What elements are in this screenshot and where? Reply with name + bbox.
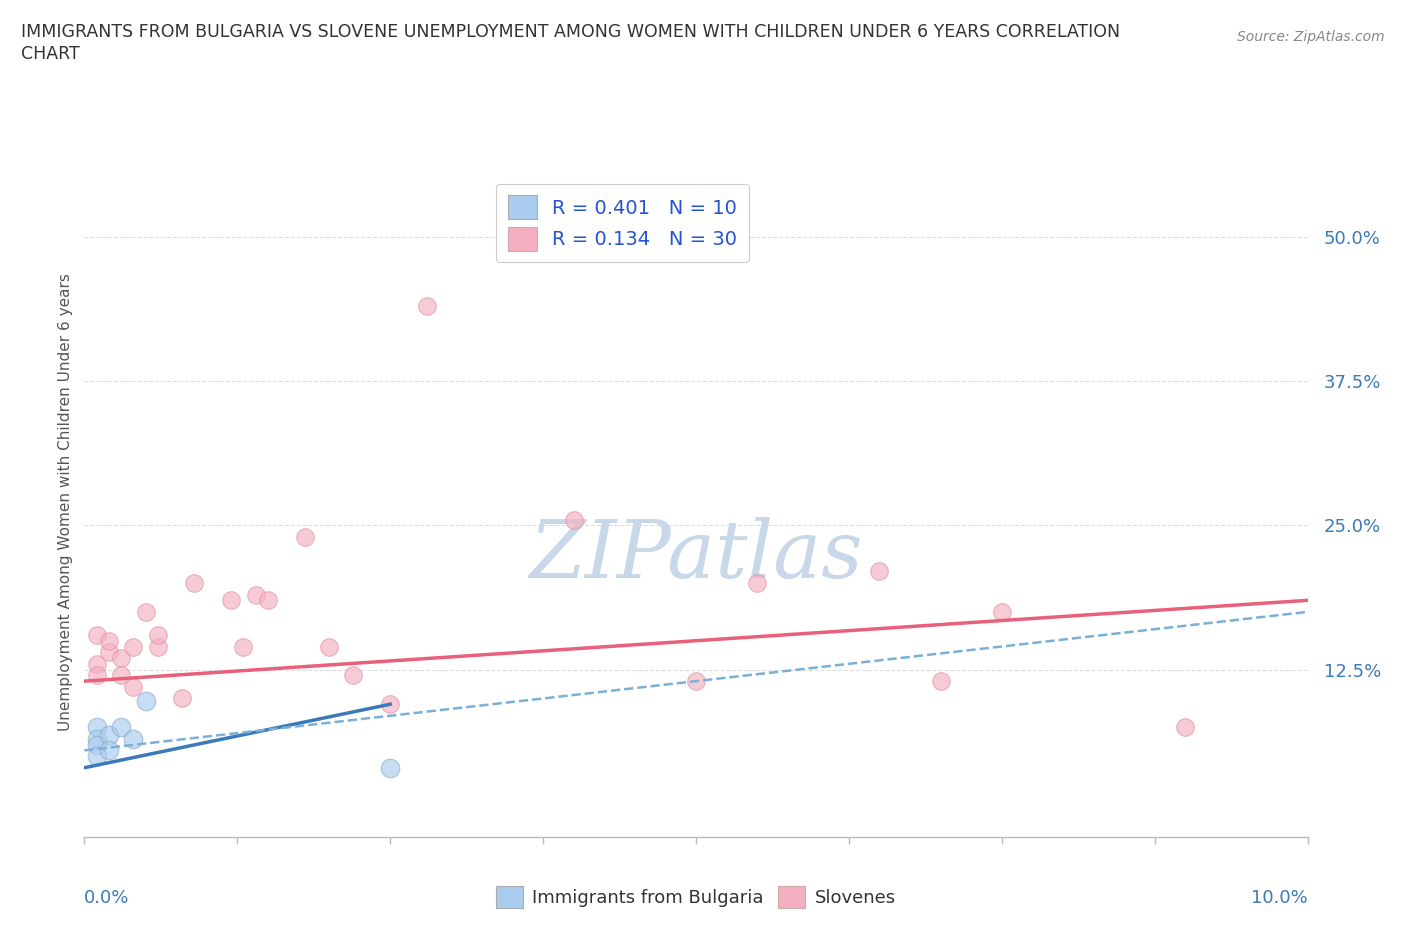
Point [380,761,402,776]
Text: ZIPatlas: ZIPatlas [529,517,863,594]
Point [245,587,267,602]
Point [685,673,707,688]
Point [183,576,205,591]
Text: Source: ZipAtlas.com: Source: ZipAtlas.com [1237,30,1385,44]
Point [219,593,242,608]
Point [97,644,120,659]
Point [110,651,132,666]
Point [146,628,169,643]
Point [122,680,145,695]
Text: 0.0%: 0.0% [84,889,129,907]
Point [86,628,108,643]
Point [135,604,157,619]
Point [97,633,120,648]
Point [747,576,769,591]
Point [110,668,132,683]
Text: CHART: CHART [21,45,80,62]
Point [135,694,157,709]
Point [232,639,254,654]
Text: 10.0%: 10.0% [1251,889,1308,907]
Point [318,639,340,654]
Point [342,668,364,683]
Point [146,639,169,654]
Point [991,604,1014,619]
Point [380,697,402,711]
Point [294,529,316,544]
Point [122,731,145,746]
Point [172,691,194,706]
Point [97,743,120,758]
Legend: Immigrants from Bulgaria, Slovenes: Immigrants from Bulgaria, Slovenes [489,879,903,915]
Point [562,512,585,527]
Y-axis label: Unemployment Among Women with Children Under 6 years: Unemployment Among Women with Children U… [58,273,73,731]
Point [86,737,108,752]
Point [122,639,145,654]
Point [86,668,108,683]
Point [416,299,439,313]
Point [86,749,108,764]
Point [86,657,108,671]
Point [869,564,891,578]
Point [257,593,280,608]
Point [86,731,108,746]
Point [1174,720,1197,735]
Text: IMMIGRANTS FROM BULGARIA VS SLOVENE UNEMPLOYMENT AMONG WOMEN WITH CHILDREN UNDER: IMMIGRANTS FROM BULGARIA VS SLOVENE UNEM… [21,23,1121,41]
Point [110,720,132,735]
Point [929,673,952,688]
Point [86,720,108,735]
Point [97,728,120,743]
